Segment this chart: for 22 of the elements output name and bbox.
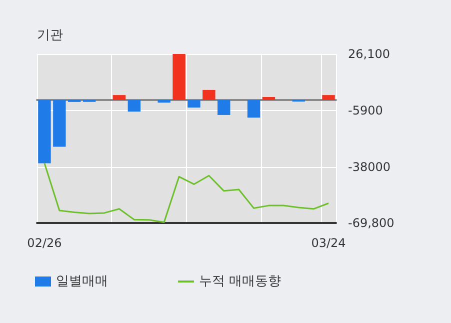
y-tick-label: -5900 xyxy=(348,103,383,118)
legend-label: 일별매매 xyxy=(56,274,108,289)
y-tick-label: 26,100 xyxy=(348,47,390,61)
line-series xyxy=(44,162,330,224)
bar xyxy=(262,97,276,100)
bar xyxy=(158,100,170,103)
y-tick-label: -69,800 xyxy=(348,216,394,230)
x-tick-label: 03/24 xyxy=(311,236,346,250)
bar xyxy=(322,95,335,100)
chart-title: 기관 xyxy=(37,28,63,43)
legend-label: 누적 매매동향 xyxy=(199,274,282,289)
bar xyxy=(128,100,141,112)
bar xyxy=(202,90,216,100)
bar xyxy=(247,100,260,118)
bar xyxy=(38,100,51,164)
bar xyxy=(53,100,66,147)
y-tick-label: -38000 xyxy=(348,160,391,174)
bar xyxy=(218,100,230,115)
bar xyxy=(172,54,186,100)
bar xyxy=(188,100,200,108)
x-tick-label: 02/26 xyxy=(27,236,62,250)
bar xyxy=(112,95,126,100)
